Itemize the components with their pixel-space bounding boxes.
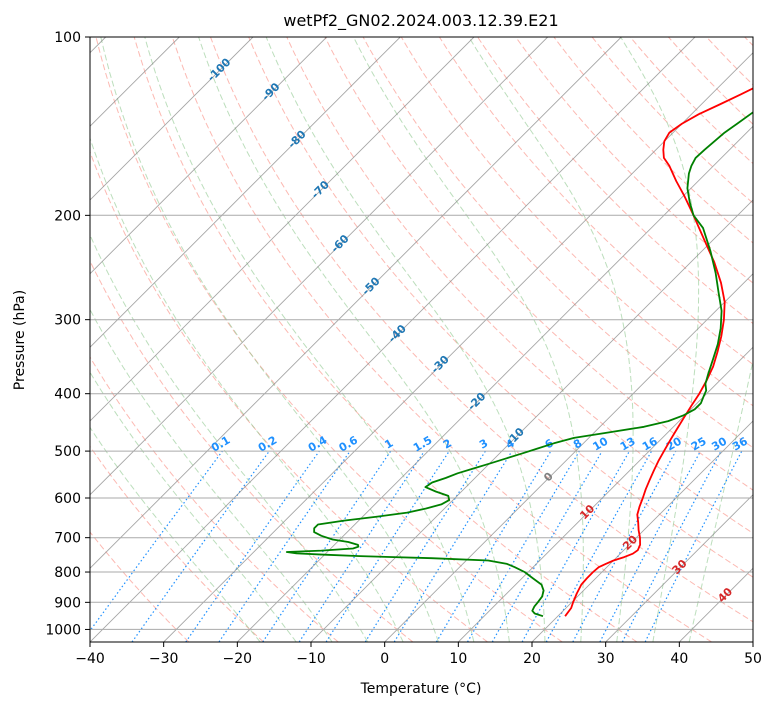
- y-axis-label: Pressure (hPa): [12, 290, 28, 390]
- dry-adiabat: [90, 356, 339, 642]
- x-tick-label: −20: [223, 651, 253, 667]
- temperature-profile: [564, 87, 753, 617]
- moist-adiabat: [90, 233, 369, 642]
- x-tick-label: −40: [75, 651, 105, 667]
- isotherm-line: [90, 37, 622, 569]
- y-tick-label: 800: [54, 565, 81, 581]
- moist-adiabats: [90, 37, 753, 642]
- mixing-ratio-line: [545, 450, 653, 642]
- plot-frame: [89, 36, 754, 643]
- dry-adiabat: [133, 37, 638, 642]
- dry-adiabat: [400, 37, 753, 407]
- mixing-ratio-line: [262, 450, 392, 642]
- mixing-ratio-line: [90, 450, 223, 632]
- y-tick-label: 1000: [45, 622, 81, 638]
- moist-adiabat: [100, 37, 439, 642]
- moist-adiabat: [265, 37, 546, 642]
- moist-adiabat: [90, 371, 297, 642]
- mixing-ratio-line: [325, 450, 450, 642]
- isotherm-line: [531, 420, 753, 642]
- isotherm-line: [90, 37, 549, 496]
- y-axis-ticks: 100 200 300 400 500 600 700 800 900 1000: [45, 30, 90, 638]
- mixing-ratio-line: [644, 450, 743, 642]
- isotherm-line: [90, 37, 401, 348]
- x-tick-label: 20: [523, 651, 541, 667]
- isotherm-line: [384, 273, 753, 642]
- y-tick-label: 700: [54, 531, 81, 547]
- dry-adiabat: [90, 445, 264, 642]
- dry-adiabat: [171, 37, 712, 642]
- mixing-ratio-line: [572, 450, 677, 642]
- x-tick-label: −10: [296, 651, 326, 667]
- y-tick-label: 900: [54, 595, 81, 611]
- mixing-ratio-lines: [90, 450, 743, 642]
- x-tick-label: 10: [449, 651, 467, 667]
- dry-adiabat: [515, 37, 753, 284]
- moist-adiabat: [90, 136, 404, 642]
- x-tick-label: 30: [597, 651, 615, 667]
- mixing-ratio-line: [393, 450, 513, 642]
- dry-adiabat: [248, 37, 753, 578]
- y-tick-label: 100: [54, 30, 81, 46]
- mixing-ratio-line: [131, 450, 270, 642]
- y-tick-label: 600: [54, 491, 81, 507]
- isotherm-line: [90, 37, 475, 422]
- x-axis-ticks: −40 −30 −20 −10 0 10 20 30 40 50: [75, 642, 762, 667]
- chart-title: wetPf2_GN02.2024.003.12.39.E21: [283, 11, 558, 31]
- x-tick-label: 0: [380, 651, 389, 667]
- x-tick-label: 40: [670, 651, 688, 667]
- moist-adiabat: [688, 358, 753, 642]
- dry-adiabat: [90, 150, 488, 642]
- mixing-ratio-line: [521, 450, 631, 642]
- moist-adiabat: [353, 37, 584, 642]
- mixing-ratio-line: [218, 450, 351, 642]
- dry-adiabat: [438, 37, 753, 366]
- moist-adiabat: [144, 37, 475, 642]
- mixing-ratio-line: [298, 450, 425, 642]
- isotherm-line: [90, 37, 696, 642]
- moist-adiabat: [198, 37, 510, 642]
- moist-adiabat: [90, 426, 261, 642]
- x-tick-label: 50: [744, 651, 762, 667]
- dry-adiabat: [90, 531, 190, 642]
- dry-adiabats: [90, 37, 753, 642]
- dewpoint-profile: [285, 111, 753, 618]
- isobars: [90, 37, 753, 630]
- isotherm-line: [90, 37, 328, 275]
- x-axis-label: Temperature (°C): [360, 681, 482, 697]
- profile-series: [285, 87, 753, 618]
- x-tick-label: −30: [149, 651, 179, 667]
- isotherm-line: [457, 346, 753, 642]
- dry-adiabat: [95, 37, 563, 642]
- y-tick-label: 500: [54, 444, 81, 460]
- y-tick-label: 400: [54, 387, 81, 403]
- y-tick-label: 200: [54, 208, 81, 224]
- isotherm-line: [90, 37, 254, 201]
- mixing-ratio-line: [185, 450, 320, 642]
- isotherm-line: [310, 199, 753, 642]
- isotherm-line: [163, 52, 753, 642]
- dry-adiabat: [210, 37, 753, 623]
- moist-adiabat: [620, 37, 700, 642]
- isotherm-line: [605, 494, 753, 642]
- y-tick-label: 300: [54, 313, 81, 329]
